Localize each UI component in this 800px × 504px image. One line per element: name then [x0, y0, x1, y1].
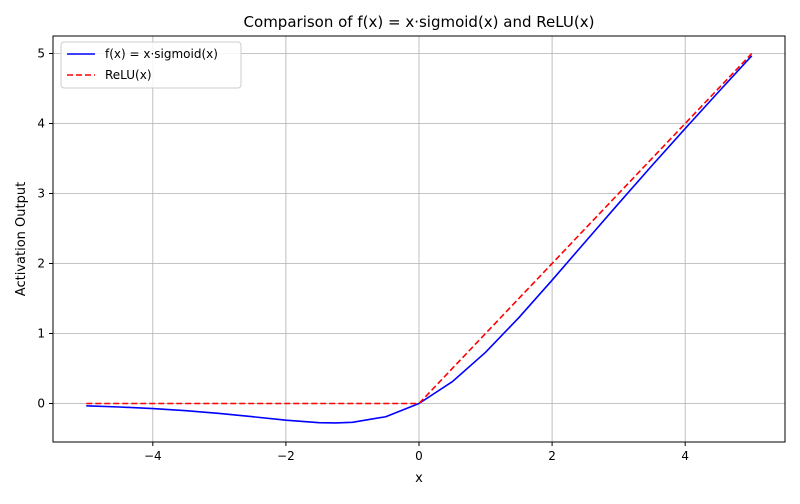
- x-tick-label: −4: [144, 449, 162, 463]
- series-line-relu: [86, 52, 753, 405]
- ticks: −4 −2 0 2 4 0 1 2 3 4 5: [37, 47, 689, 464]
- x-tick-label: 2: [548, 449, 556, 463]
- y-tick-label: 5: [37, 47, 45, 61]
- legend-box: [60, 41, 242, 89]
- x-axis-label: x: [415, 471, 423, 486]
- series-line-swish: [86, 55, 753, 424]
- x-tick-label: 0: [415, 449, 423, 463]
- y-tick-label: 0: [37, 397, 45, 411]
- legend: f(x) = x·sigmoid(x) ReLU(x): [60, 41, 242, 89]
- grid: [53, 36, 785, 442]
- x-tick-label: 4: [681, 449, 689, 463]
- x-tick-label: −2: [277, 449, 295, 463]
- y-tick-label: 1: [37, 327, 45, 341]
- y-tick-label: 2: [37, 257, 45, 271]
- y-tick-label: 3: [37, 187, 45, 201]
- chart-title: Comparison of f(x) = x·sigmoid(x) and Re…: [244, 13, 595, 31]
- legend-label: f(x) = x·sigmoid(x): [105, 47, 218, 61]
- y-tick-label: 4: [37, 117, 45, 131]
- series-layer: [86, 52, 753, 424]
- legend-label: ReLU(x): [105, 68, 152, 82]
- y-axis-label: Activation Output: [14, 182, 29, 296]
